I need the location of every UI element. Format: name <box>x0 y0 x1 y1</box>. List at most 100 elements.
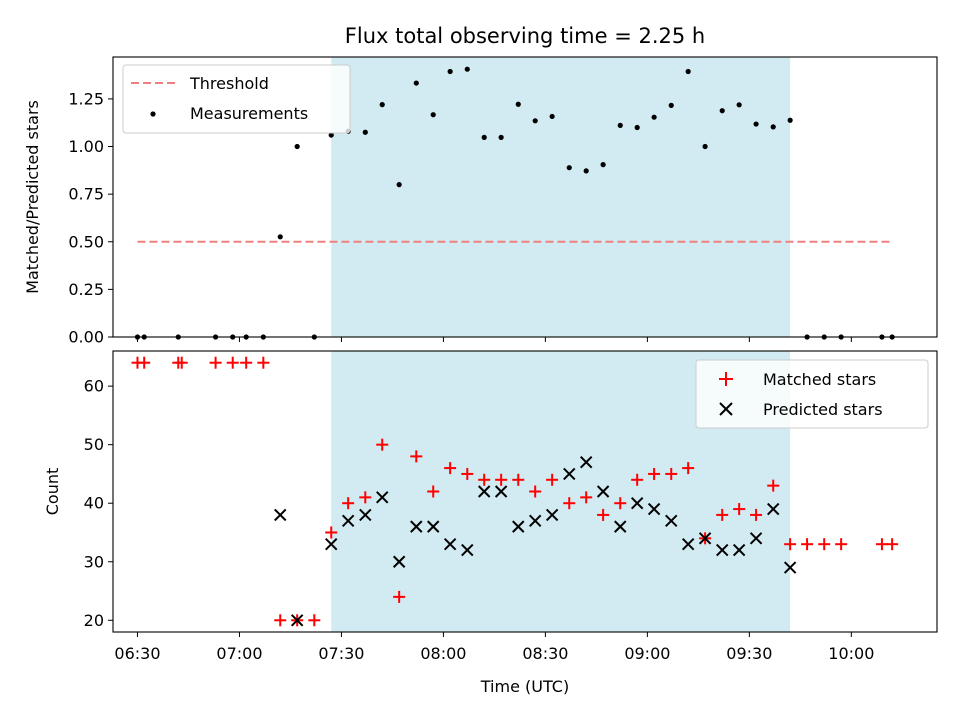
matched-star-point <box>580 491 593 504</box>
predicted-star-point <box>716 543 729 557</box>
top-legend-box <box>122 64 351 134</box>
y-tick-label: 1.25 <box>68 89 104 108</box>
matched-star-point <box>750 508 763 521</box>
y-tick-label: 0.75 <box>68 185 104 204</box>
y-tick-label: 30 <box>84 552 104 571</box>
measurement-point <box>634 124 640 131</box>
x-axis-label: Time (UTC) <box>480 677 569 696</box>
measurement-point <box>515 101 521 107</box>
bottom-legend-box <box>695 359 929 429</box>
top-legend: Threshold Measurements <box>122 64 351 134</box>
measurement-point <box>277 234 283 240</box>
predicted-star-point <box>545 508 559 522</box>
predicted-star-point <box>290 614 304 627</box>
matched-star-point <box>529 485 542 498</box>
predicted-star-point <box>341 514 355 527</box>
measurement-point <box>481 134 487 140</box>
x-tick-label: 08:30 <box>522 644 568 663</box>
predicted-star-point <box>461 543 474 557</box>
predicted-star-point <box>681 537 695 551</box>
matched-star-point <box>274 614 287 627</box>
predicted-star-point <box>512 520 525 533</box>
y-tick-label: 20 <box>84 611 104 630</box>
x-tick-label: 09:30 <box>726 644 772 663</box>
bottom-legend: Matched stars Predicted stars <box>695 359 929 429</box>
measurement-point <box>685 68 691 75</box>
measurement-point <box>566 165 572 171</box>
measurement-point <box>532 118 538 124</box>
measurement-point <box>736 102 742 108</box>
legend-measurements-swatch <box>150 111 156 117</box>
measurement-point <box>651 114 657 120</box>
y-tick-label: 1.00 <box>68 137 104 156</box>
predicted-star-point <box>563 467 576 481</box>
x-tick-label: 06:30 <box>114 644 160 663</box>
measurement-point <box>617 122 623 128</box>
measurement-point <box>753 121 759 127</box>
measurement-point <box>498 134 504 140</box>
predicted-star-point <box>767 502 780 516</box>
matched-star-point <box>665 467 678 480</box>
top-panel: 0.00 0.25 0.50 0.75 1.00 1.25 Flux total obse… <box>23 24 938 347</box>
matched-star-point <box>512 473 525 486</box>
predicted-star-point <box>596 485 610 498</box>
predicted-star-point <box>376 491 389 504</box>
matched-star-point <box>427 485 440 498</box>
measurement-point <box>430 112 436 118</box>
predicted-star-point <box>410 520 423 533</box>
matched-star-point <box>138 356 151 369</box>
measurement-point <box>464 66 470 72</box>
measurement-point <box>379 102 385 108</box>
predicted-star-point <box>359 508 372 522</box>
y-tick-label: 40 <box>84 494 104 513</box>
predicted-star-point <box>630 497 644 510</box>
matched-star-point <box>818 538 831 551</box>
matched-star-point <box>257 356 270 369</box>
measurement-point <box>770 124 776 130</box>
matched-star-point <box>716 508 729 521</box>
matched-star-point <box>478 473 491 486</box>
measurement-point <box>396 182 402 188</box>
bottom-panel: 20 30 40 50 60 06:30 07:00 07:30 08:00 08:30 09:0… <box>43 350 938 696</box>
x-tick-label: 07:30 <box>318 644 364 663</box>
legend-matched-label: Matched stars <box>763 370 876 389</box>
x-tick-label: 07:00 <box>216 644 262 663</box>
matched-star-point <box>226 356 239 369</box>
measurement-point <box>294 143 300 150</box>
predicted-star-point <box>274 508 287 522</box>
measurement-point <box>668 102 674 108</box>
predicted-star-point <box>665 514 678 527</box>
predicted-star-point <box>783 561 797 574</box>
matched-star-point <box>209 356 222 369</box>
matched-star-point <box>444 462 457 475</box>
measurement-point <box>413 80 419 86</box>
bottom-y-ticks: 20 30 40 50 60 <box>84 377 113 630</box>
top-x-ticks <box>136 337 852 342</box>
observing-window-shade-top <box>331 57 791 337</box>
matched-star-point <box>875 538 888 551</box>
matched-star-point <box>546 473 559 486</box>
matched-star-point <box>563 497 576 510</box>
measurement-point <box>583 168 589 174</box>
measurement-point <box>787 117 793 123</box>
matched-star-point <box>376 438 389 451</box>
matched-star-point <box>767 479 780 492</box>
matched-stars-series <box>131 356 899 627</box>
predicted-star-point <box>579 456 593 469</box>
predicted-star-point <box>698 532 712 545</box>
matched-star-point <box>461 467 474 480</box>
matched-star-point <box>648 467 661 480</box>
matched-star-point <box>631 473 644 486</box>
predicted-star-point <box>494 485 508 498</box>
x-tick-label: 09:00 <box>624 644 670 663</box>
y-tick-label: 50 <box>84 435 104 454</box>
y-tick-label: 0.50 <box>68 232 104 251</box>
matched-star-point <box>614 497 627 510</box>
predicted-star-point <box>478 485 491 498</box>
top-axes-frame <box>112 56 938 338</box>
top-y-ticks: 0.00 0.25 0.50 0.75 1.00 1.25 <box>68 89 113 347</box>
legend-predicted-label: Predicted stars <box>763 400 883 419</box>
predicted-star-point <box>443 537 457 551</box>
legend-matched-swatch <box>719 372 733 386</box>
